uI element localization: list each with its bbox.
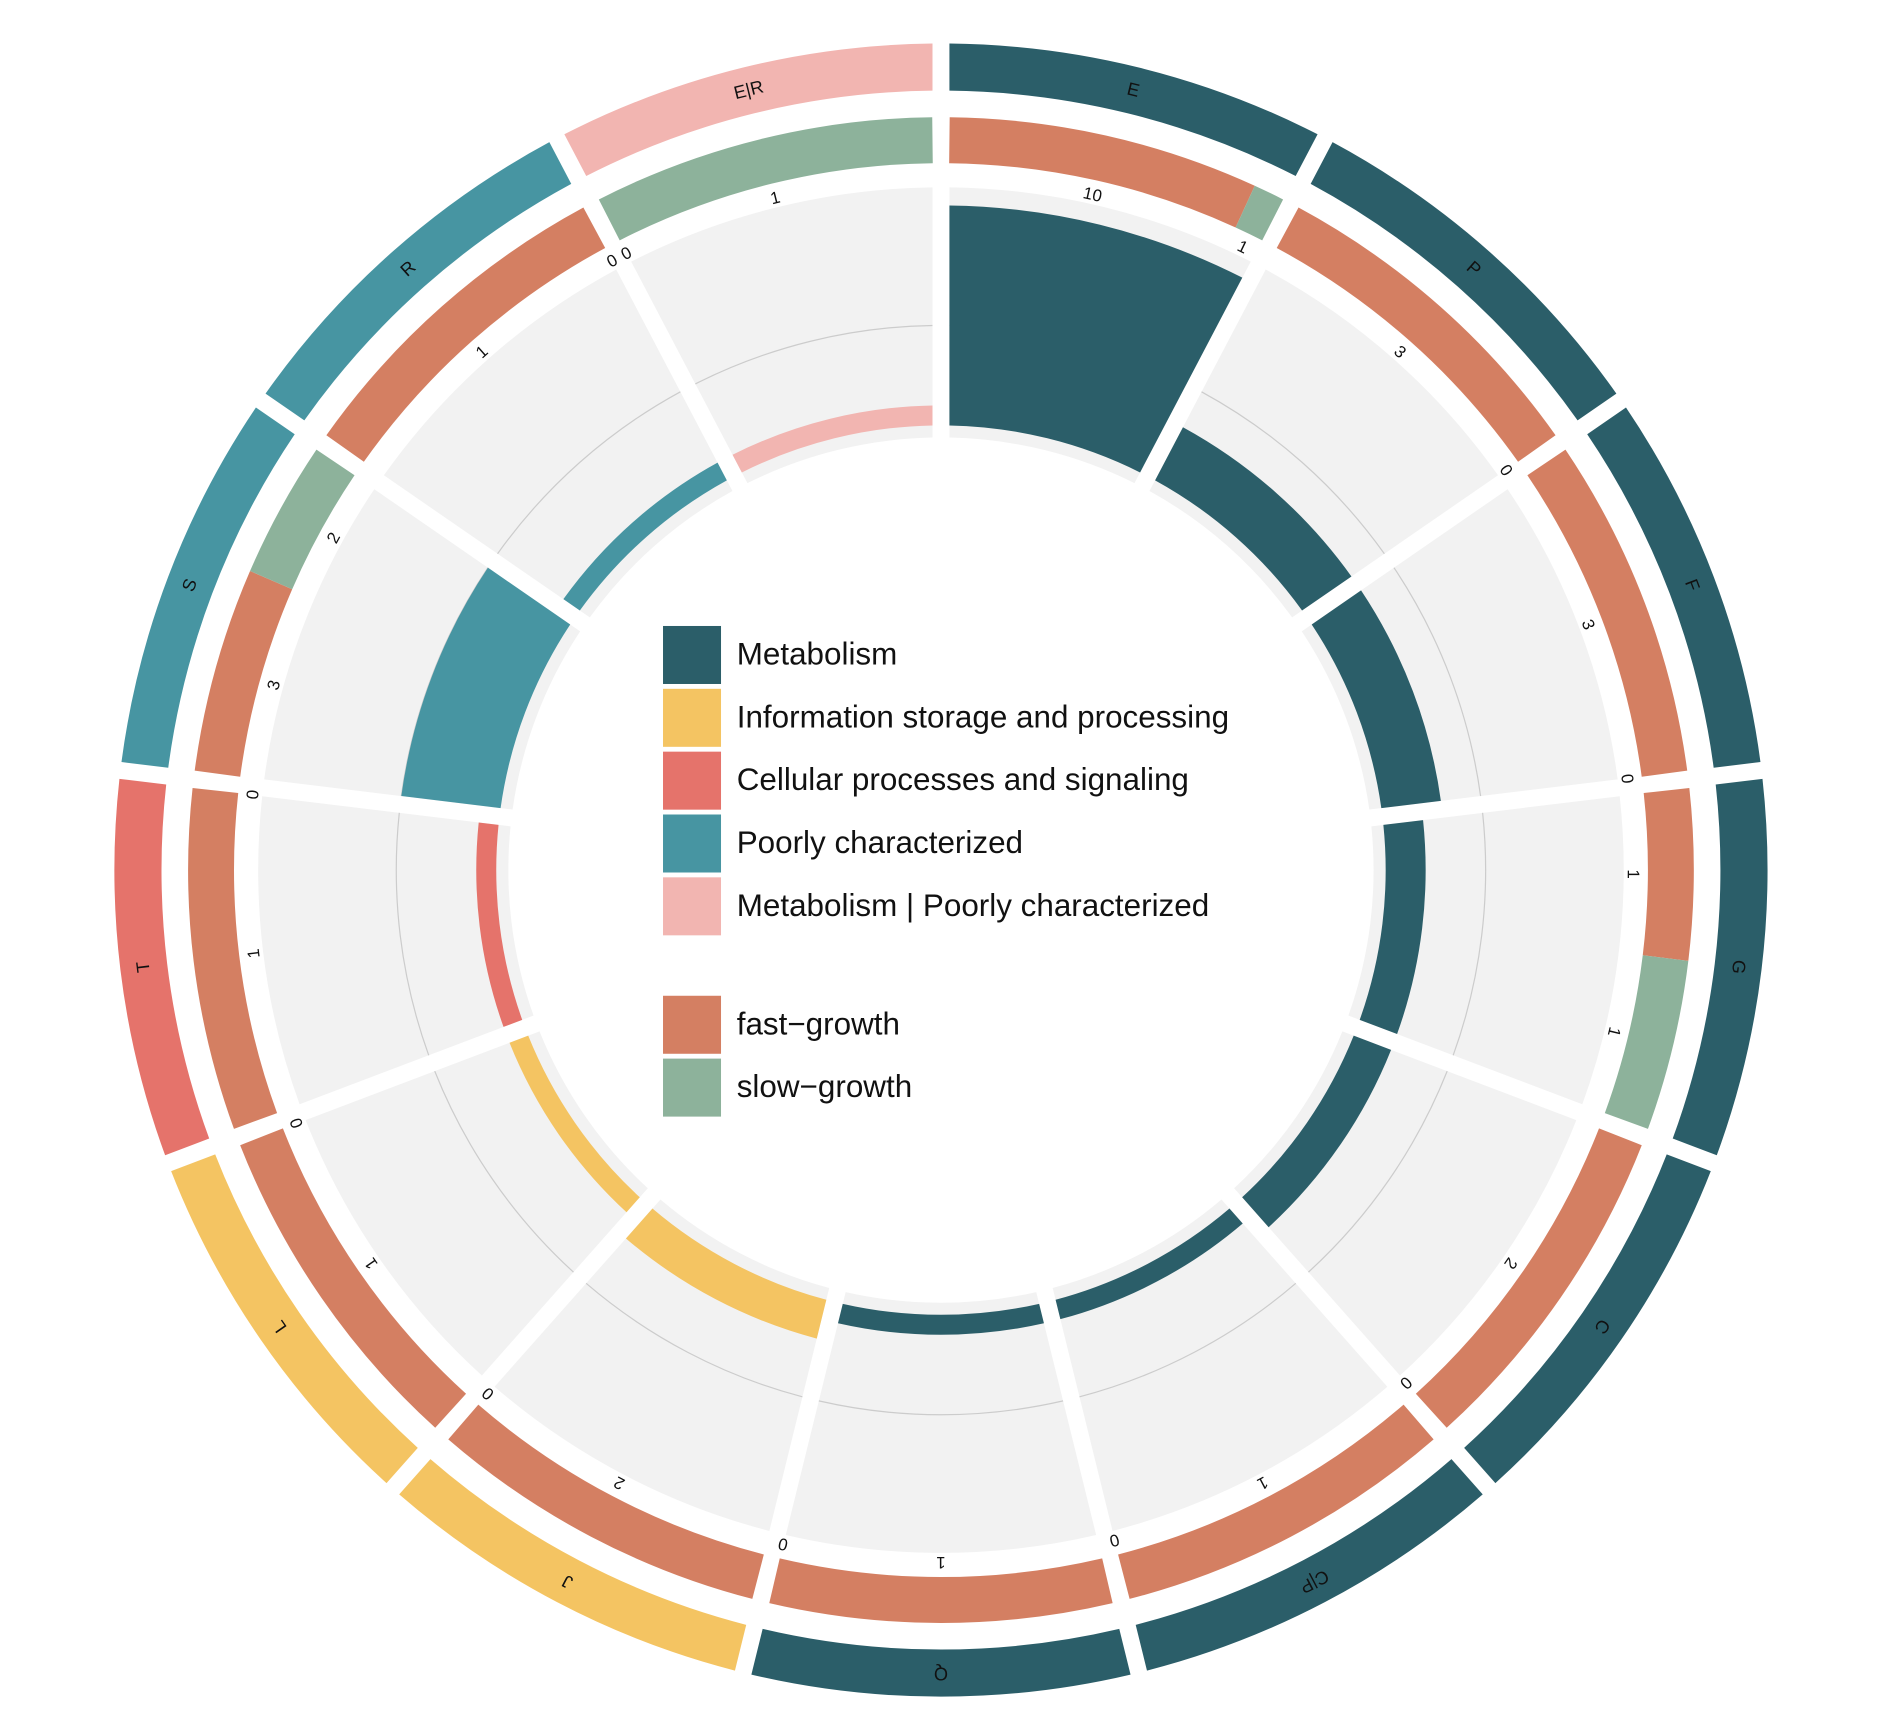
bar <box>1055 1208 1243 1320</box>
stack-segment <box>1642 788 1694 961</box>
segment-label: 1 <box>1234 236 1251 257</box>
category-band <box>1587 407 1761 768</box>
category-band <box>265 142 572 421</box>
stack-segment <box>188 788 278 1129</box>
category-band <box>1672 778 1768 1156</box>
segment-label: 3 <box>263 678 284 692</box>
stack-segment <box>598 117 933 241</box>
stack-segment <box>448 1404 764 1599</box>
segment-label: 1 <box>936 1553 945 1572</box>
grid-line <box>1079 1282 1297 1398</box>
stack-segment <box>240 1128 467 1428</box>
bar <box>732 405 933 473</box>
legend-label: fast−growth <box>737 1006 900 1041</box>
stack-segment <box>769 1558 1113 1623</box>
grid-line <box>497 391 681 555</box>
track <box>631 187 933 484</box>
stack-segment <box>250 449 355 590</box>
grid-line <box>1452 812 1487 1056</box>
segment-label: 0 <box>243 789 263 800</box>
bar <box>949 205 1243 473</box>
bar <box>1359 820 1426 1035</box>
stack-segment <box>1415 1128 1642 1428</box>
legend-swatch <box>663 688 722 747</box>
category-band <box>1135 1459 1483 1671</box>
category-label: T <box>133 960 154 973</box>
track <box>258 796 534 1105</box>
stack-segment <box>326 207 606 462</box>
legend-label: Information storage and processing <box>737 699 1229 734</box>
grid-line <box>1308 1070 1448 1273</box>
segment-label: 1 <box>768 188 782 209</box>
category-band <box>399 1459 747 1671</box>
segment-label: 0 <box>1617 773 1637 785</box>
grid-line <box>818 1400 1064 1416</box>
segment-label: 0 <box>1396 1373 1416 1393</box>
legend-label: Poorly characterized <box>737 825 1023 860</box>
bar <box>509 1035 640 1213</box>
legend-label: Metabolism <box>737 636 898 671</box>
bar <box>1311 590 1441 809</box>
segment-label: 0 <box>618 243 635 264</box>
stack-segment <box>949 117 1255 228</box>
grid-line <box>695 324 933 385</box>
category-band <box>121 407 295 768</box>
bar <box>837 1303 1044 1335</box>
stack-segment <box>194 571 293 777</box>
legend-label: slow−growth <box>737 1069 912 1104</box>
stack-segment <box>1527 449 1688 777</box>
stack-segment <box>1276 207 1556 462</box>
bar <box>476 822 523 1027</box>
category-band <box>751 1628 1131 1697</box>
bar <box>625 1208 827 1339</box>
category-band <box>564 43 933 177</box>
category-label: E <box>1125 79 1142 101</box>
grid-line <box>585 1282 803 1398</box>
segment-label: 1 <box>244 948 264 960</box>
legend-swatch <box>663 814 722 873</box>
grid-line <box>395 812 430 1056</box>
stack-segment <box>1604 955 1689 1129</box>
grid-line <box>1201 391 1385 555</box>
segment-label: 0 <box>286 1115 307 1131</box>
segment-label: 1 <box>1624 869 1643 879</box>
segment-label: 3 <box>1578 617 1599 633</box>
legend-swatch <box>663 751 722 810</box>
category-band <box>114 778 210 1156</box>
category-band <box>949 43 1318 177</box>
category-band <box>171 1154 418 1484</box>
segment-label: 0 <box>1107 1530 1121 1551</box>
category-label: G <box>1728 959 1750 975</box>
bar <box>1242 1035 1392 1228</box>
track <box>785 1292 1097 1553</box>
legend-swatch <box>663 995 722 1054</box>
stack-segment <box>1235 185 1284 241</box>
segment-label: 10 <box>1081 183 1104 206</box>
grid-line <box>1393 567 1482 797</box>
segment-label: 0 <box>776 1534 789 1555</box>
category-band <box>1464 1154 1711 1484</box>
legend-label: Cellular processes and signaling <box>737 762 1189 797</box>
legend-label: Metabolism | Poorly characterized <box>737 888 1209 923</box>
segment-label: 0 <box>604 250 621 271</box>
legend-swatch <box>663 877 722 936</box>
bar <box>401 567 571 809</box>
grid-line <box>434 1070 574 1273</box>
bar <box>1155 427 1352 611</box>
segment-label: 2 <box>611 1472 628 1493</box>
segment-label: 0 <box>1496 461 1517 480</box>
bar <box>563 462 727 611</box>
segment-label: 2 <box>323 529 344 546</box>
segment-label: 1 <box>1604 1025 1625 1039</box>
segment-label: 0 <box>478 1383 498 1404</box>
stack-segment <box>1118 1404 1434 1599</box>
category-label: Q <box>934 1664 948 1684</box>
legend-swatch <box>663 625 722 684</box>
segment-label: 1 <box>1254 1472 1271 1493</box>
category-band <box>1310 142 1617 421</box>
legend-swatch <box>663 1058 722 1117</box>
